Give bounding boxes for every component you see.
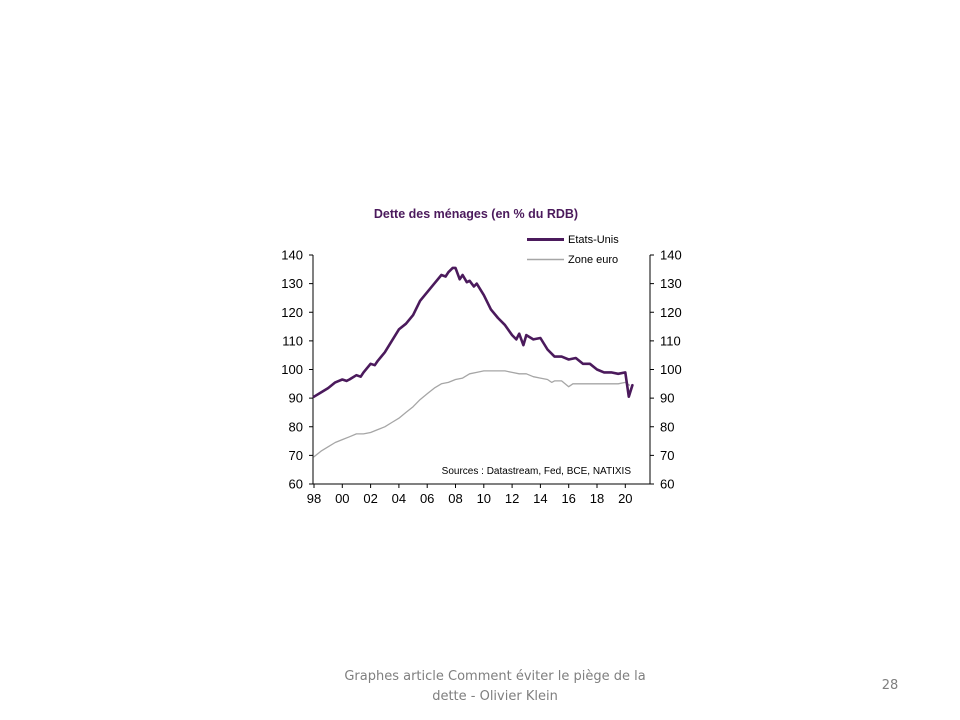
y-tick-label-left: 60 <box>289 477 303 492</box>
x-tick-label: 18 <box>590 491 604 506</box>
x-tick-label: 08 <box>448 491 462 506</box>
x-tick-label: 06 <box>420 491 434 506</box>
legend-label-zone-euro: Zone euro <box>568 254 618 266</box>
x-tick-label: 14 <box>533 491 547 506</box>
legend-label-etats-unis: Etats-Unis <box>568 234 619 246</box>
y-tick-label-left: 80 <box>289 419 303 434</box>
x-tick-label: 16 <box>561 491 575 506</box>
series-lines <box>312 266 634 458</box>
x-tick-label: 04 <box>392 491 406 506</box>
series-line-etats-unis <box>312 266 634 399</box>
y-tick-label-left: 100 <box>281 362 303 377</box>
x-tick-label: 20 <box>618 491 632 506</box>
axes: 6070809010011012013014060708090100110120… <box>281 248 681 507</box>
y-tick-label-right: 120 <box>660 305 682 320</box>
y-tick-label-left: 120 <box>281 305 303 320</box>
y-tick-label-left: 140 <box>281 248 303 263</box>
y-tick-label-left: 90 <box>289 391 303 406</box>
y-tick-label-right: 100 <box>660 362 682 377</box>
y-tick-label-right: 60 <box>660 477 674 492</box>
source-annotation: Sources : Datastream, Fed, BCE, NATIXIS <box>442 466 632 477</box>
y-tick-label-right: 130 <box>660 276 682 291</box>
x-tick-label: 10 <box>477 491 491 506</box>
y-tick-label-left: 70 <box>289 448 303 463</box>
legend: Etats-Unis Zone euro <box>527 234 619 266</box>
x-tick-label: 12 <box>505 491 519 506</box>
page-number: 28 <box>881 678 899 693</box>
x-tick-label: 00 <box>335 491 349 506</box>
y-tick-label-left: 130 <box>281 276 303 291</box>
y-tick-label-left: 110 <box>282 333 303 348</box>
x-tick-label: 02 <box>363 491 377 506</box>
y-tick-label-right: 140 <box>660 248 682 263</box>
series-line-zone-euro <box>313 370 631 458</box>
footer-caption: Graphes article Comment éviter le piège … <box>344 669 646 704</box>
y-tick-label-right: 70 <box>660 448 674 463</box>
x-tick-label: 98 <box>307 491 321 506</box>
y-tick-label-right: 110 <box>660 333 681 348</box>
y-tick-label-right: 80 <box>660 419 674 434</box>
y-tick-label-right: 90 <box>660 391 674 406</box>
chart-title: Dette des ménages (en % du RDB) <box>374 207 578 221</box>
